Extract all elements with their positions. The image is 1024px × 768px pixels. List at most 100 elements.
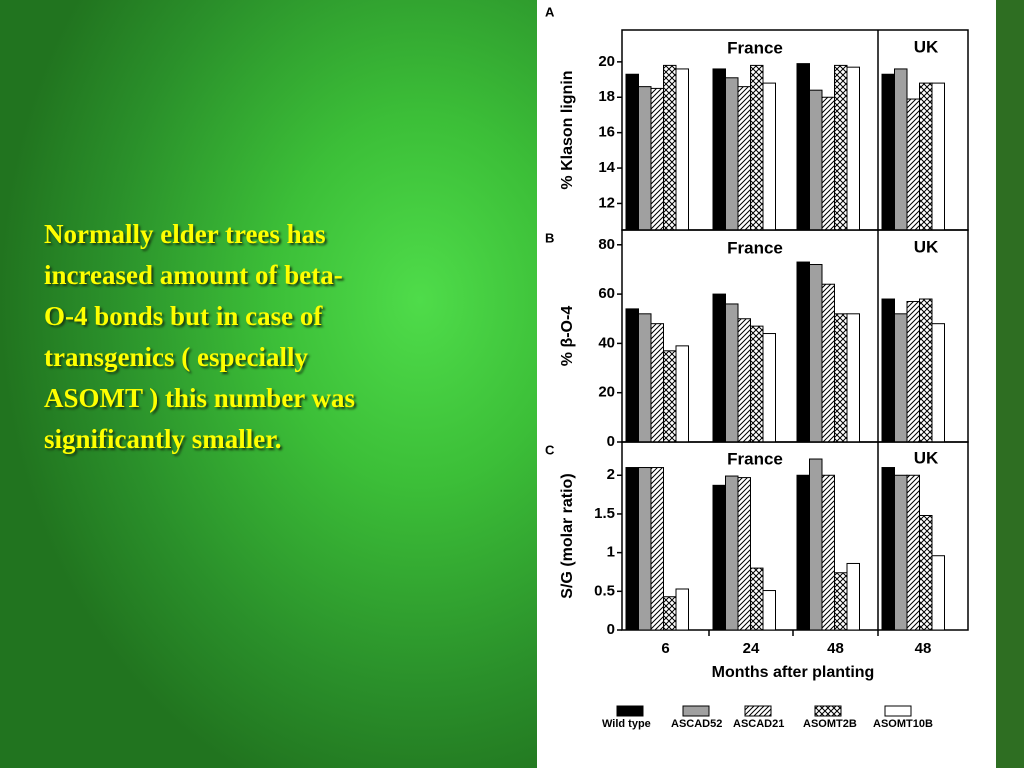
bar <box>846 562 860 631</box>
bar <box>712 293 726 443</box>
bar <box>931 82 945 231</box>
y-axis-label: S/G (molar ratio) <box>559 473 576 598</box>
bar <box>625 308 639 443</box>
y-tick-label: 20 <box>598 384 615 401</box>
bar <box>675 68 689 231</box>
panel-label: C <box>545 442 555 457</box>
bar <box>834 572 848 631</box>
group-label: France <box>727 38 783 57</box>
bar <box>750 325 764 443</box>
bar <box>650 467 664 631</box>
y-axis-label: % β-O-4 <box>559 306 576 367</box>
y-tick-label: 60 <box>598 285 615 302</box>
bar <box>725 77 739 231</box>
bar <box>919 82 933 231</box>
legend-swatch <box>744 705 772 717</box>
bar <box>762 590 776 631</box>
bar <box>796 261 810 443</box>
x-tick-label: 24 <box>743 640 760 657</box>
bar <box>650 323 664 443</box>
plot-frame <box>621 441 969 631</box>
bar <box>675 345 689 443</box>
bar <box>834 64 848 231</box>
bar <box>821 474 835 631</box>
x-tick-label: 48 <box>827 640 844 657</box>
x-tick-label: 6 <box>661 640 669 657</box>
bar <box>796 63 810 231</box>
bar <box>834 313 848 443</box>
panel-label: A <box>545 4 555 19</box>
group-label: UK <box>914 237 939 256</box>
bar <box>750 64 764 231</box>
bar <box>725 475 739 631</box>
legend-label: ASCAD52 <box>671 718 722 730</box>
x-tick-label: 48 <box>915 640 932 657</box>
group-label: France <box>727 238 783 257</box>
group-label: UK <box>914 37 939 56</box>
y-tick-label: 2 <box>607 466 615 483</box>
bar <box>846 313 860 443</box>
legend-label: ASOMT2B <box>803 718 857 730</box>
legend-label: ASOMT10B <box>873 718 933 730</box>
bar <box>625 467 639 631</box>
bar <box>663 596 677 631</box>
y-tick-label: 16 <box>598 124 615 141</box>
bar <box>809 458 823 631</box>
legend-label: Wild type <box>602 718 651 730</box>
bar <box>809 89 823 231</box>
y-tick-label: 18 <box>598 88 615 105</box>
y-axis-label: % Klason lignin <box>559 70 576 189</box>
bar <box>762 333 776 443</box>
bar <box>881 298 895 443</box>
bar <box>906 300 920 443</box>
y-tick-label: 80 <box>598 236 615 253</box>
bar <box>894 474 908 631</box>
bar <box>881 73 895 231</box>
y-tick-label: 0 <box>607 433 615 450</box>
bar <box>906 98 920 231</box>
bar <box>881 467 895 631</box>
bar <box>675 588 689 631</box>
legend-swatch <box>616 705 644 717</box>
bar <box>762 82 776 231</box>
bar <box>846 66 860 231</box>
bar <box>906 474 920 631</box>
bar <box>737 318 751 443</box>
y-tick-label: 0 <box>607 621 615 638</box>
bar <box>737 477 751 631</box>
bar <box>663 64 677 231</box>
bar <box>712 68 726 231</box>
y-tick-label: 1.5 <box>594 505 615 522</box>
group-label: UK <box>914 448 939 467</box>
legend-swatch <box>884 705 912 717</box>
slide-text: Normally elder trees has increased amount… <box>44 214 464 460</box>
bar <box>638 467 652 631</box>
bar <box>796 474 810 631</box>
group-label: France <box>727 449 783 468</box>
side-stripe <box>996 0 1024 768</box>
bar <box>638 313 652 443</box>
bar <box>894 68 908 231</box>
text-line: significantly smaller. <box>44 424 282 454</box>
legend-swatch <box>682 705 710 717</box>
y-tick-label: 12 <box>598 194 615 211</box>
legend-label: ASCAD21 <box>733 718 784 730</box>
y-tick-label: 40 <box>598 334 615 351</box>
bar <box>712 484 726 631</box>
bar <box>919 514 933 631</box>
x-axis-label: Months after planting <box>712 664 875 681</box>
text-line: ASOMT ) this number was <box>44 383 356 413</box>
bar <box>894 313 908 443</box>
bar <box>737 86 751 231</box>
bar <box>809 264 823 443</box>
text-line: transgenics ( especially <box>44 342 308 372</box>
y-tick-label: 14 <box>598 159 615 176</box>
panel-label: B <box>545 230 554 245</box>
y-tick-label: 20 <box>598 53 615 70</box>
bar <box>638 86 652 231</box>
bar <box>931 323 945 443</box>
legend-swatch <box>814 705 842 717</box>
y-tick-label: 1 <box>607 544 615 561</box>
